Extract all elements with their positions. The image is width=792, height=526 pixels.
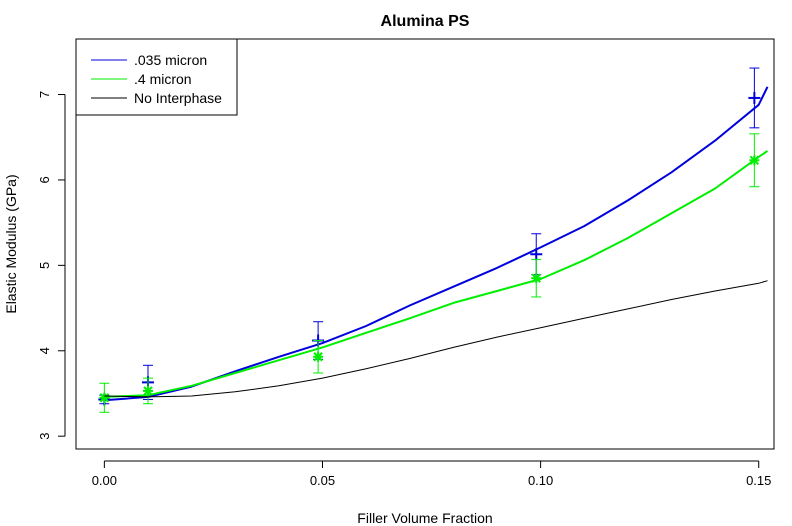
x-axis-title: Filler Volume Fraction bbox=[357, 510, 492, 526]
legend-label-series-2: .4 micron bbox=[134, 71, 192, 87]
series-line-3 bbox=[104, 280, 768, 398]
legend-box bbox=[75, 38, 238, 116]
legend-label-series-3: No Interphase bbox=[134, 90, 222, 106]
y-axis: 3 4 5 6 7 bbox=[37, 91, 66, 440]
x-tick-label: 0.10 bbox=[528, 473, 553, 488]
y-axis-title: Elastic Modulus (GPa) bbox=[3, 174, 19, 313]
x-axis: 0.00 0.05 0.10 0.15 bbox=[92, 460, 771, 488]
series-3 bbox=[104, 280, 768, 398]
y-tick-label: 5 bbox=[37, 262, 52, 269]
x-tick-label: 0.15 bbox=[746, 473, 771, 488]
series-line-1 bbox=[104, 86, 769, 402]
y-tick-label: 7 bbox=[37, 91, 52, 98]
y-tick-label: 3 bbox=[37, 433, 52, 440]
series-line-2 bbox=[104, 150, 769, 398]
legend: .035 micron .4 micron No Interphase bbox=[75, 38, 238, 116]
x-tick-label: 0.05 bbox=[310, 473, 335, 488]
y-tick-label: 4 bbox=[37, 347, 52, 354]
chart-title: Alumina PS bbox=[381, 13, 470, 30]
y-tick-label: 6 bbox=[37, 176, 52, 183]
legend-label-series-1: .035 micron bbox=[134, 52, 207, 68]
plot-area-frame bbox=[75, 38, 775, 450]
series-layer bbox=[98, 67, 769, 413]
x-tick-label: 0.00 bbox=[92, 473, 117, 488]
series-2 bbox=[99, 133, 769, 413]
series-1 bbox=[98, 67, 769, 406]
